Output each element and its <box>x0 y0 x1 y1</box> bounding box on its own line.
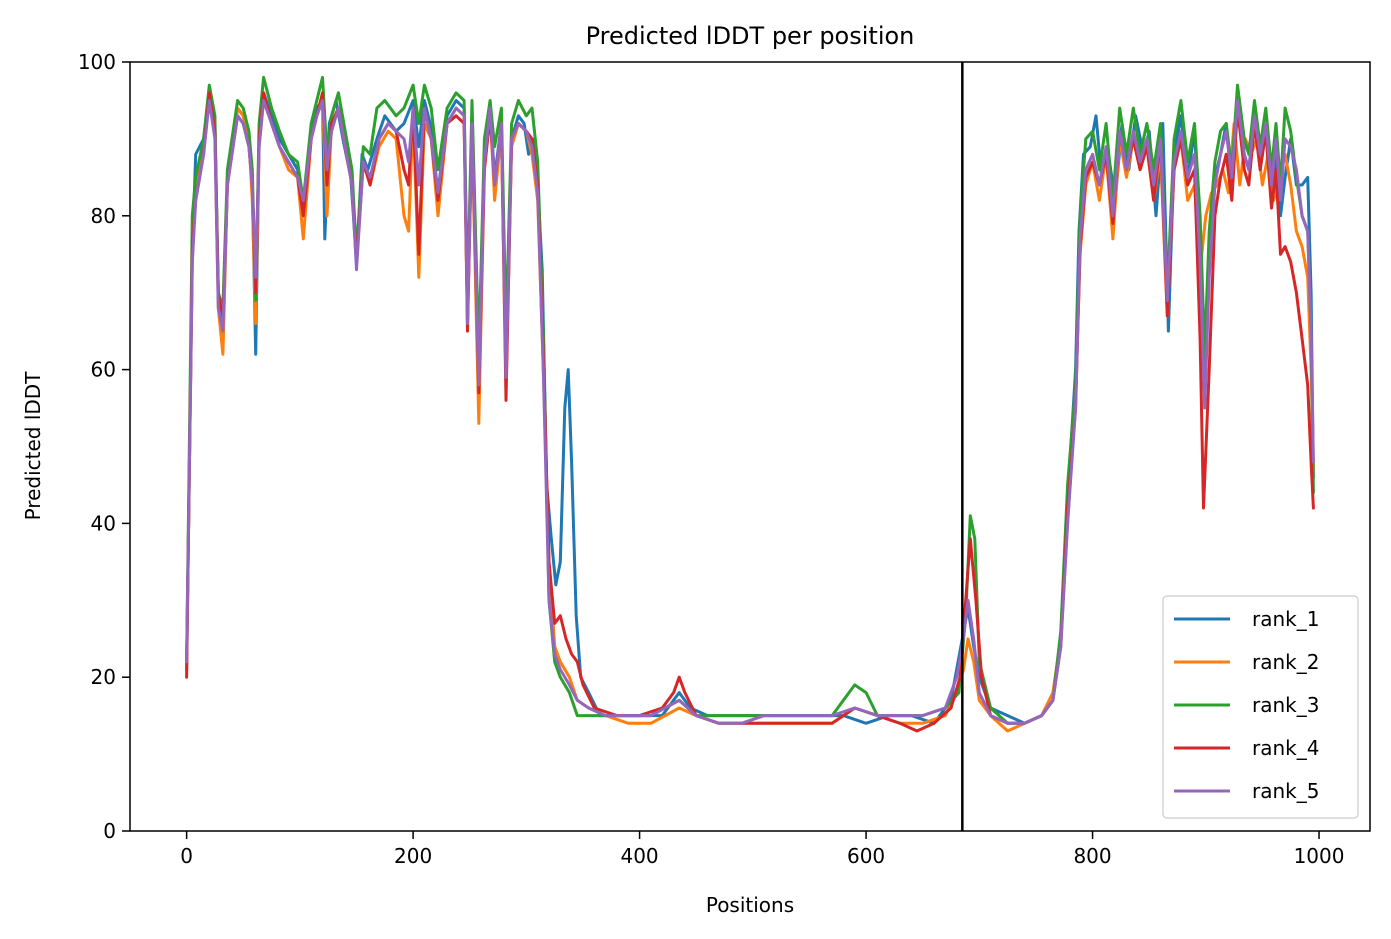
y-tick-label: 40 <box>91 511 116 535</box>
y-tick-label: 60 <box>91 358 116 382</box>
legend-label-rank_3: rank_3 <box>1252 693 1319 717</box>
series-layer <box>185 75 1315 733</box>
x-tick-label: 200 <box>394 844 432 868</box>
legend-label-rank_2: rank_2 <box>1252 650 1319 674</box>
legend-label-rank_4: rank_4 <box>1252 736 1319 760</box>
x-tick-label: 600 <box>847 844 885 868</box>
x-axis: 0 200 400 600 800 1000 <box>180 831 1344 868</box>
x-tick-label: 0 <box>180 844 193 868</box>
y-tick-label: 100 <box>78 50 116 74</box>
y-axis-label: Predicted lDDT <box>21 371 45 521</box>
legend-box <box>1162 595 1359 819</box>
plot-frame <box>129 61 1371 832</box>
y-tick-label: 20 <box>91 665 116 689</box>
series-line-rank_5 <box>185 99 1315 725</box>
x-tick-label: 400 <box>620 844 658 868</box>
plot-area <box>129 61 1371 832</box>
y-tick-label: 80 <box>91 204 116 228</box>
legend-label-rank_1: rank_1 <box>1252 607 1319 631</box>
x-tick-label: 800 <box>1073 844 1111 868</box>
y-axis: 0 20 40 60 80 100 <box>78 50 130 843</box>
legend-label-rank_5: rank_5 <box>1252 779 1319 803</box>
chart-title: Predicted lDDT per position <box>586 22 915 50</box>
legend: rank_1 rank_2 rank_3 rank_4 rank_5 <box>1162 595 1359 819</box>
x-tick-label: 1000 <box>1294 844 1345 868</box>
y-tick-label: 0 <box>103 819 116 843</box>
x-axis-label: Positions <box>706 893 794 917</box>
